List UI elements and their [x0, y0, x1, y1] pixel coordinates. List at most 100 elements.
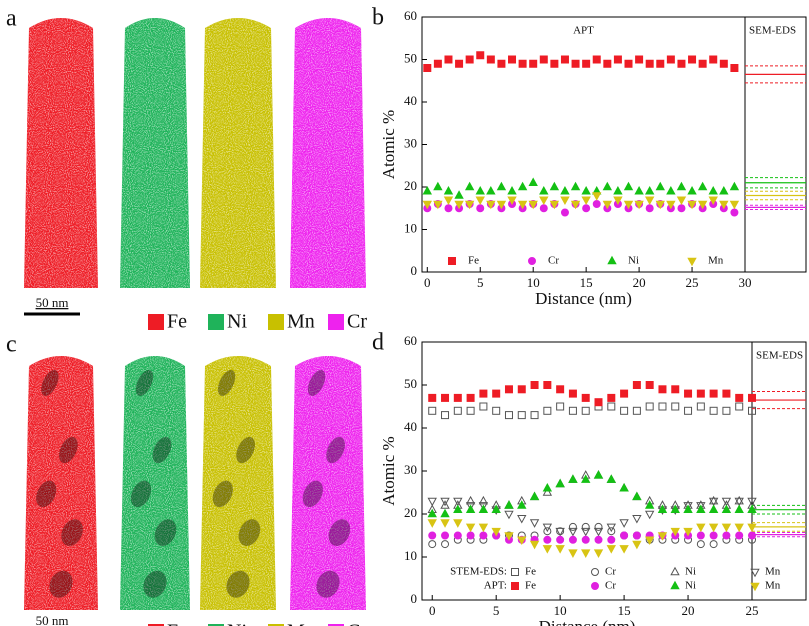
atom-map-speckle — [120, 18, 190, 288]
data-point — [555, 527, 565, 537]
legend-swatch — [268, 624, 284, 626]
data-point — [466, 531, 475, 540]
data-point — [696, 502, 706, 511]
data-point — [556, 385, 565, 394]
data-point — [684, 406, 693, 415]
data-point — [709, 55, 718, 64]
data-point — [645, 59, 654, 68]
legend-label: Cr — [548, 255, 559, 267]
data-point — [581, 549, 591, 558]
data-point — [734, 495, 744, 505]
data-point — [607, 393, 616, 402]
data-point — [549, 200, 560, 210]
data-point — [549, 181, 560, 191]
legend-label: Cr — [605, 580, 616, 592]
precipitate — [41, 369, 59, 396]
data-point — [464, 181, 475, 191]
data-point — [530, 411, 539, 420]
data-point — [476, 204, 485, 213]
legend-label: Cr — [605, 566, 616, 578]
annotation: SEM-EDS — [756, 350, 803, 362]
data-point — [607, 527, 616, 536]
y-tick-label: 20 — [404, 178, 417, 193]
data-point — [606, 474, 616, 483]
data-point — [748, 406, 756, 415]
data-point — [670, 504, 680, 513]
data-point — [613, 55, 622, 64]
atom-map-speckle — [290, 18, 366, 288]
data-point — [619, 545, 629, 554]
data-point — [729, 181, 740, 191]
data-point — [688, 55, 697, 64]
data-point — [453, 497, 463, 507]
data-point — [613, 186, 623, 195]
data-point — [428, 531, 437, 540]
precipitate — [59, 436, 78, 464]
data-point — [486, 55, 495, 64]
data-point — [683, 504, 693, 513]
x-axis-label: Distance (nm) — [539, 617, 636, 626]
precipitate — [49, 570, 73, 598]
data-point — [441, 411, 450, 420]
data-point — [492, 389, 501, 398]
data-point — [568, 527, 578, 537]
precipitate — [154, 519, 177, 546]
data-point — [441, 540, 450, 549]
data-point — [518, 59, 527, 68]
data-point — [735, 531, 744, 540]
legend-label: Mn — [708, 255, 724, 267]
data-point — [427, 519, 437, 528]
data-point — [528, 177, 538, 187]
data-point — [644, 510, 655, 520]
data-point — [478, 504, 489, 513]
data-point — [568, 522, 577, 531]
data-point — [443, 196, 454, 205]
data-point — [620, 531, 629, 540]
data-point — [454, 190, 464, 199]
y-tick-label: 10 — [404, 220, 417, 235]
data-point — [560, 55, 569, 64]
data-point — [687, 200, 697, 210]
data-point — [427, 497, 437, 507]
legend-marker — [511, 568, 519, 576]
legend-label: Mn — [287, 311, 315, 333]
legend-label: Fe — [525, 580, 536, 592]
data-point — [624, 59, 633, 68]
data-point — [475, 186, 485, 195]
data-point — [465, 55, 474, 64]
data-point — [517, 385, 526, 394]
data-point — [507, 196, 517, 205]
data-point — [619, 519, 629, 528]
data-point — [517, 536, 527, 546]
legend-label: Ni — [685, 580, 696, 592]
data-point — [422, 200, 432, 210]
data-point — [687, 186, 697, 195]
y-tick-label: 60 — [404, 333, 417, 348]
precipitate — [326, 436, 345, 464]
data-point — [581, 196, 591, 205]
precipitate — [217, 369, 236, 396]
data-point — [602, 200, 613, 210]
y-tick-label: 60 — [404, 8, 417, 23]
data-point — [571, 59, 580, 68]
data-point — [729, 200, 740, 210]
data-point — [748, 393, 756, 402]
data-point — [465, 502, 476, 511]
legend-marker — [607, 255, 617, 265]
legend-label: Fe — [167, 311, 187, 333]
data-point — [504, 510, 514, 520]
legend-label: Fe — [167, 621, 187, 626]
precipitate — [328, 519, 351, 546]
data-point — [656, 59, 665, 68]
data-point — [670, 527, 680, 537]
legend-swatch — [148, 624, 164, 626]
legend-swatch — [148, 314, 164, 330]
data-point — [747, 504, 757, 513]
data-point — [422, 186, 432, 195]
data-point — [530, 381, 539, 389]
data-point — [657, 532, 668, 541]
data-point — [443, 186, 454, 195]
data-point — [475, 196, 485, 205]
data-point — [508, 55, 517, 64]
data-point — [543, 406, 552, 415]
